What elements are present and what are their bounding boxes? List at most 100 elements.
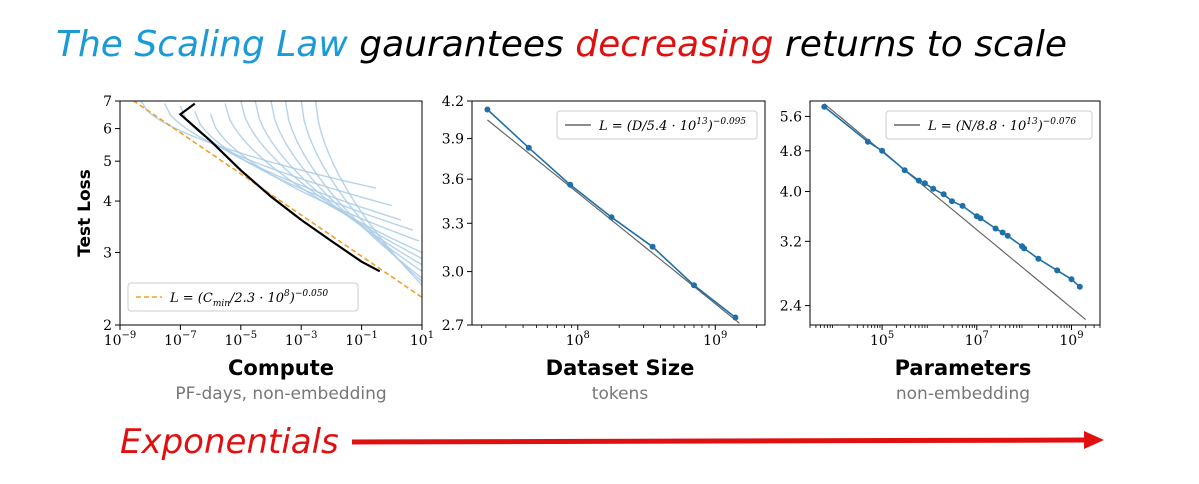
- caption-dataset-subtitle: tokens: [591, 384, 649, 404]
- x-tick-exp: 1: [428, 330, 434, 341]
- legend-sup2: −0.050: [295, 289, 329, 299]
- caption-parameters-subtitle: non-embedding: [895, 384, 1031, 404]
- legend-box: [127, 282, 359, 312]
- legend-main: L = (D/5.4 · 10: [598, 119, 696, 134]
- y-tick-label: 2.4: [780, 299, 802, 315]
- headline-scaling-law: The Scaling Law: [56, 24, 348, 65]
- compute-curve: [140, 101, 377, 189]
- data-point: [525, 144, 532, 151]
- y-tick-label: 3.2: [780, 234, 802, 250]
- y-tick-label: 5: [103, 154, 112, 170]
- x-tick-base: 10: [164, 333, 182, 349]
- exponentials-label: Exponentials: [120, 422, 339, 462]
- data-point: [649, 243, 656, 250]
- y-tick-label: 2.7: [442, 318, 464, 334]
- caption-compute-subtitle: PF-days, non-embedding: [175, 384, 387, 404]
- data-point: [691, 282, 697, 289]
- data-point: [1054, 267, 1061, 274]
- caption-dataset: Dataset Size tokens: [490, 356, 750, 404]
- y-tick-label: 4.8: [780, 144, 802, 160]
- curves-group: [132, 101, 422, 299]
- x-tick-exp: −7: [182, 330, 197, 341]
- legend-close: ): [707, 119, 713, 134]
- y-tick-label: 2: [103, 318, 112, 334]
- x-tick-label: 10−1: [345, 330, 378, 349]
- legend-close: ): [289, 291, 295, 306]
- x-tick-base: 10: [225, 333, 243, 349]
- data-point: [930, 185, 937, 192]
- legend-mid: /2.3 · 10: [228, 291, 284, 306]
- plot-frame: [119, 100, 423, 326]
- legend-main: L = (N/8.8 · 10: [927, 119, 1026, 134]
- y-tick-label: 3: [103, 246, 112, 262]
- data-point: [864, 138, 871, 145]
- data-point: [949, 198, 955, 205]
- data-point: [977, 215, 984, 222]
- data-point: [821, 103, 828, 110]
- y-tick-label: 3.6: [442, 172, 464, 188]
- headline-end: returns to scale: [773, 24, 1067, 65]
- x-tick-label: 10−9: [104, 330, 137, 349]
- caption-parameters-title: Parameters: [894, 356, 1032, 380]
- y-tick-label: 7: [103, 94, 112, 110]
- legend-sup1: 13: [1026, 117, 1038, 127]
- x-tick-exp: 5: [888, 330, 894, 341]
- y-tick-label: 3.0: [442, 265, 464, 281]
- plot-frame: [471, 100, 766, 326]
- data-line: [486, 108, 736, 319]
- x-tick-base: 10: [703, 333, 721, 349]
- slide-headline: The Scaling Law gaurantees decreasing re…: [56, 24, 1067, 65]
- series-group: [821, 103, 1087, 321]
- legend-sub: min: [213, 299, 230, 309]
- compute-curve: [314, 101, 422, 286]
- x-tick-exp: −3: [303, 330, 318, 341]
- x-tick-exp: 8: [584, 330, 590, 341]
- x-tick-label: 109: [703, 330, 727, 349]
- data-point: [1076, 283, 1083, 290]
- compute-curve: [240, 101, 422, 260]
- y-tick-label: 4.0: [780, 185, 802, 201]
- legend-sup2: −0.076: [1043, 117, 1077, 127]
- compute-curve: [270, 101, 422, 272]
- x-tick-label: 10−3: [285, 330, 318, 349]
- caption-compute: Compute PF-days, non-embedding: [151, 356, 411, 404]
- data-point: [999, 229, 1006, 236]
- data-point: [915, 177, 922, 184]
- x-tick-label: 107: [965, 330, 989, 349]
- legend-box: [885, 110, 1093, 140]
- legend-close: ): [1037, 119, 1043, 134]
- data-point: [1068, 276, 1075, 283]
- x-tick-label: 108: [566, 330, 590, 349]
- x-tick-exp: 9: [721, 330, 727, 341]
- compute-curve: [224, 103, 422, 254]
- data-point: [608, 214, 615, 221]
- y-tick-label: 5.6: [780, 109, 802, 125]
- caption-compute-title: Compute: [228, 356, 334, 380]
- y-tick-label: 3.9: [442, 132, 464, 148]
- data-point: [959, 202, 966, 209]
- compute-curve: [254, 101, 422, 266]
- legend-sup1: 13: [696, 117, 708, 127]
- data-point: [732, 314, 739, 321]
- x-tick-base: 10: [104, 333, 122, 349]
- y-tick-label: 4: [103, 194, 112, 210]
- data-point: [1035, 255, 1042, 262]
- legend-text: L = (Cmin/2.3 · 108)−0.050: [169, 289, 328, 309]
- data-point: [992, 225, 999, 232]
- x-tick-exp: 9: [1077, 330, 1083, 341]
- compute-frontier-line: [178, 102, 381, 273]
- y-tick-label: 3.3: [442, 216, 464, 232]
- x-tick-exp: −1: [363, 330, 378, 341]
- x-tick-label: 105: [870, 330, 894, 349]
- x-tick-base: 10: [345, 333, 363, 349]
- data-point: [879, 147, 886, 154]
- compute-fit-line: [132, 101, 422, 299]
- legend-sup1: 8: [284, 289, 290, 299]
- legend-sup2: −0.095: [713, 117, 747, 127]
- caption-parameters: Parameters non-embedding: [833, 356, 1093, 404]
- data-point: [921, 180, 928, 187]
- headline-decreasing: decreasing: [575, 24, 774, 65]
